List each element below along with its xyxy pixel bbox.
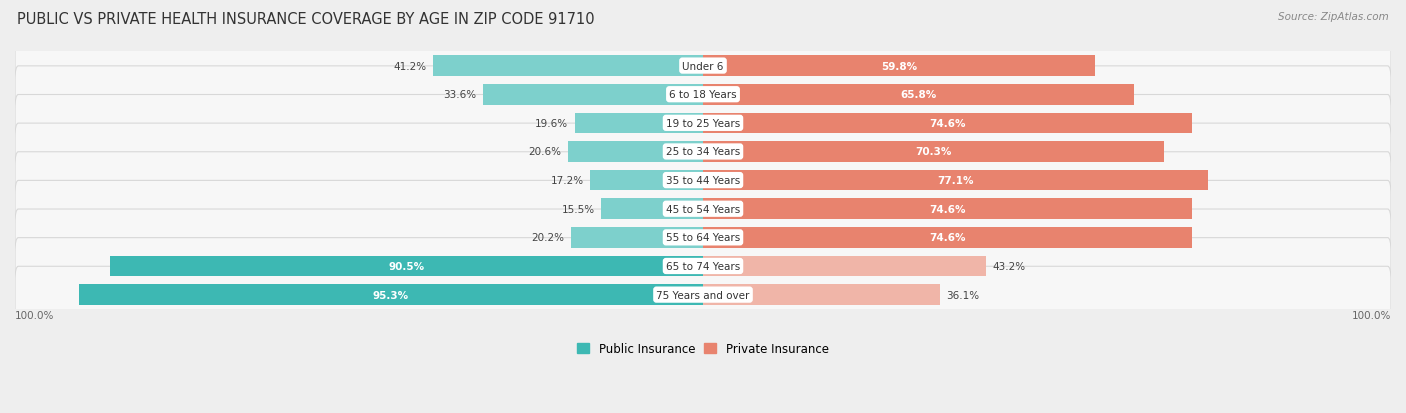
- Bar: [568, 142, 703, 162]
- Bar: [703, 285, 939, 305]
- Text: 70.3%: 70.3%: [915, 147, 952, 157]
- Text: 77.1%: 77.1%: [938, 176, 974, 186]
- Bar: [703, 113, 1192, 134]
- Text: 19 to 25 Years: 19 to 25 Years: [666, 119, 740, 128]
- FancyBboxPatch shape: [15, 95, 1391, 152]
- FancyBboxPatch shape: [15, 209, 1391, 266]
- Text: 17.2%: 17.2%: [551, 176, 583, 186]
- Text: 41.2%: 41.2%: [394, 62, 426, 71]
- Text: 100.0%: 100.0%: [1351, 311, 1391, 320]
- Text: 59.8%: 59.8%: [880, 62, 917, 71]
- Text: 35 to 44 Years: 35 to 44 Years: [666, 176, 740, 186]
- Text: 15.5%: 15.5%: [562, 204, 595, 214]
- Text: 95.3%: 95.3%: [373, 290, 409, 300]
- Text: 65 to 74 Years: 65 to 74 Years: [666, 261, 740, 271]
- Text: 20.6%: 20.6%: [529, 147, 561, 157]
- Text: 100.0%: 100.0%: [15, 311, 55, 320]
- Bar: [433, 56, 703, 77]
- Bar: [703, 171, 1208, 191]
- Bar: [79, 285, 703, 305]
- Bar: [571, 228, 703, 248]
- FancyBboxPatch shape: [15, 267, 1391, 323]
- Text: 43.2%: 43.2%: [993, 261, 1026, 271]
- Bar: [703, 56, 1095, 77]
- Text: 55 to 64 Years: 55 to 64 Years: [666, 233, 740, 243]
- Text: 33.6%: 33.6%: [443, 90, 477, 100]
- Text: 90.5%: 90.5%: [388, 261, 425, 271]
- Bar: [703, 142, 1164, 162]
- Bar: [703, 199, 1192, 219]
- Legend: Public Insurance, Private Insurance: Public Insurance, Private Insurance: [572, 337, 834, 360]
- Text: PUBLIC VS PRIVATE HEALTH INSURANCE COVERAGE BY AGE IN ZIP CODE 91710: PUBLIC VS PRIVATE HEALTH INSURANCE COVER…: [17, 12, 595, 27]
- FancyBboxPatch shape: [15, 152, 1391, 209]
- Bar: [703, 256, 986, 277]
- Text: 65.8%: 65.8%: [900, 90, 936, 100]
- FancyBboxPatch shape: [15, 67, 1391, 123]
- FancyBboxPatch shape: [15, 181, 1391, 237]
- Text: 19.6%: 19.6%: [534, 119, 568, 128]
- FancyBboxPatch shape: [15, 238, 1391, 294]
- Text: 74.6%: 74.6%: [929, 204, 966, 214]
- FancyBboxPatch shape: [15, 38, 1391, 95]
- Bar: [602, 199, 703, 219]
- Bar: [703, 85, 1135, 105]
- Text: Source: ZipAtlas.com: Source: ZipAtlas.com: [1278, 12, 1389, 22]
- Text: 74.6%: 74.6%: [929, 233, 966, 243]
- Bar: [482, 85, 703, 105]
- Bar: [575, 113, 703, 134]
- Text: 45 to 54 Years: 45 to 54 Years: [666, 204, 740, 214]
- Bar: [591, 171, 703, 191]
- Text: 25 to 34 Years: 25 to 34 Years: [666, 147, 740, 157]
- FancyBboxPatch shape: [15, 124, 1391, 180]
- Text: 20.2%: 20.2%: [531, 233, 564, 243]
- Text: 36.1%: 36.1%: [946, 290, 979, 300]
- Bar: [110, 256, 703, 277]
- Text: 6 to 18 Years: 6 to 18 Years: [669, 90, 737, 100]
- Text: Under 6: Under 6: [682, 62, 724, 71]
- Text: 74.6%: 74.6%: [929, 119, 966, 128]
- Text: 75 Years and over: 75 Years and over: [657, 290, 749, 300]
- Bar: [703, 228, 1192, 248]
